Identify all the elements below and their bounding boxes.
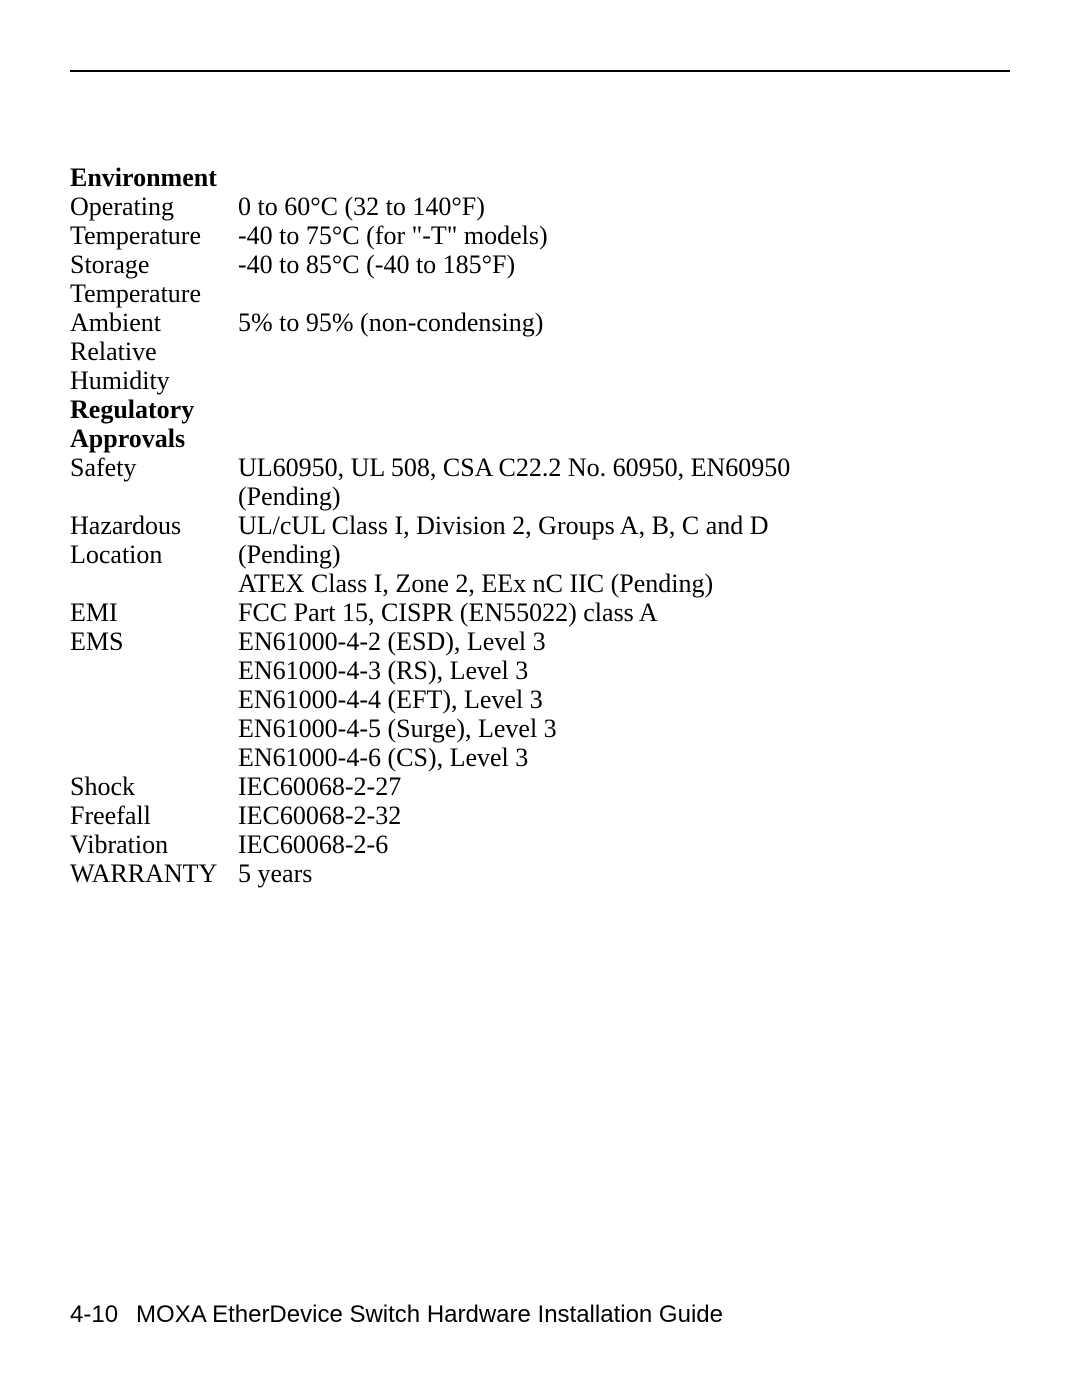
spec-row: Storage Temperature-40 to 85°C (-40 to 1… — [70, 250, 1010, 308]
spec-row: EMIFCC Part 15, CISPR (EN55022) class A — [70, 598, 1010, 627]
spec-label: EMS — [70, 627, 238, 772]
page-footer: 4-10 MOXA EtherDevice Switch Hardware Ins… — [70, 1303, 723, 1327]
spec-label: EMI — [70, 598, 238, 627]
spec-label: Storage Temperature — [70, 250, 238, 308]
section-heading-row: Regulatory Approvals — [70, 395, 1010, 453]
spec-row: Hazardous LocationUL/cUL Class I, Divisi… — [70, 511, 1010, 598]
spec-value: -40 to 85°C (-40 to 185°F) — [238, 250, 1010, 308]
spec-value: 5% to 95% (non-condensing) — [238, 308, 1010, 395]
section-heading-spacer — [238, 163, 1010, 192]
top-rule — [70, 70, 1010, 72]
spec-label: Freefall — [70, 801, 238, 830]
section-heading-spacer — [238, 395, 1010, 453]
section-heading-row: Environment — [70, 163, 1010, 192]
spec-label: Ambient Relative Humidity — [70, 308, 238, 395]
spec-table: EnvironmentOperating Temperature0 to 60°… — [70, 163, 1010, 888]
spec-row: VibrationIEC60068-2-6 — [70, 830, 1010, 859]
spec-value: 5 years — [238, 859, 1010, 888]
spec-value: UL/cUL Class I, Division 2, Groups A, B,… — [238, 511, 1010, 598]
spec-row: FreefallIEC60068-2-32 — [70, 801, 1010, 830]
section-heading: Regulatory Approvals — [70, 395, 238, 453]
spec-value: IEC60068-2-6 — [238, 830, 1010, 859]
spec-value: IEC60068-2-32 — [238, 801, 1010, 830]
page: EnvironmentOperating Temperature0 to 60°… — [0, 0, 1080, 1387]
spec-label: Shock — [70, 772, 238, 801]
spec-label: Operating Temperature — [70, 192, 238, 250]
page-number: 4-10 — [70, 1301, 118, 1328]
spec-value: EN61000-4-2 (ESD), Level 3 EN61000-4-3 (… — [238, 627, 1010, 772]
spec-row: Ambient Relative Humidity5% to 95% (non-… — [70, 308, 1010, 395]
spec-row: Operating Temperature0 to 60°C (32 to 14… — [70, 192, 1010, 250]
spec-value: FCC Part 15, CISPR (EN55022) class A — [238, 598, 1010, 627]
spec-row: WARRANTY5 years — [70, 859, 1010, 888]
spec-row: SafetyUL60950, UL 508, CSA C22.2 No. 609… — [70, 453, 1010, 511]
spec-label: WARRANTY — [70, 859, 238, 888]
spec-value: IEC60068-2-27 — [238, 772, 1010, 801]
spec-value: UL60950, UL 508, CSA C22.2 No. 60950, EN… — [238, 453, 1010, 511]
spec-label: Vibration — [70, 830, 238, 859]
spec-value: 0 to 60°C (32 to 140°F) -40 to 75°C (for… — [238, 192, 1010, 250]
spec-label: Hazardous Location — [70, 511, 238, 598]
spec-row: ShockIEC60068-2-27 — [70, 772, 1010, 801]
section-heading: Environment — [70, 163, 238, 192]
footer-title: MOXA EtherDevice Switch Hardware Install… — [136, 1301, 723, 1328]
spec-label: Safety — [70, 453, 238, 511]
spec-row: EMSEN61000-4-2 (ESD), Level 3 EN61000-4-… — [70, 627, 1010, 772]
